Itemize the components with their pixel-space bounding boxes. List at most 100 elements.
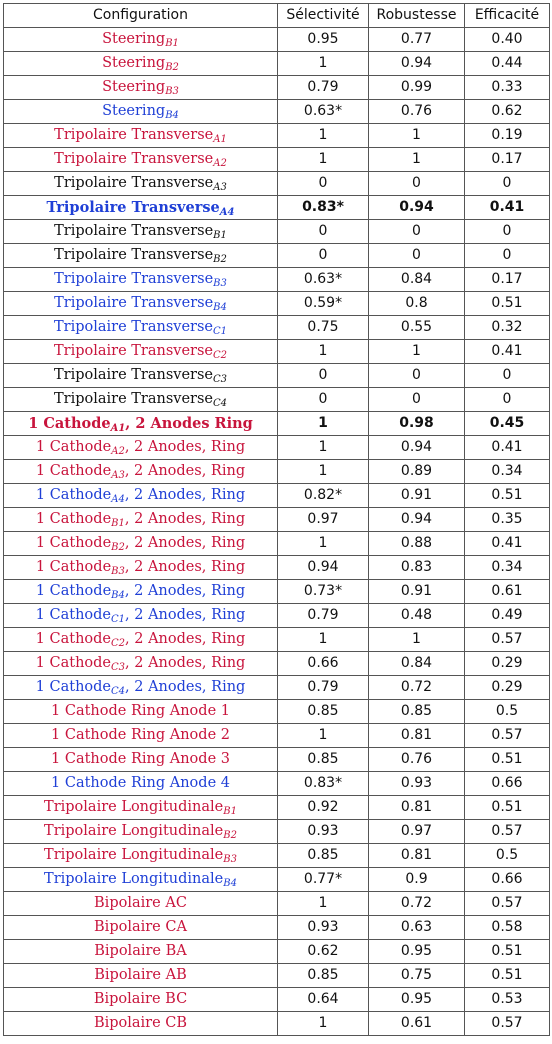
selectivite-cell: 1	[277, 723, 369, 748]
configuration-name: Bipolaire CA	[94, 919, 187, 935]
configuration-name: 1 Cathode	[35, 487, 112, 503]
configuration-subscript: A2	[111, 446, 125, 457]
configuration-suffix: , 2 Anodes, Ring	[125, 631, 246, 647]
table-row: SteeringB2 1 0.94 0.44	[3, 51, 550, 76]
selectivite-cell: 0.95	[277, 27, 369, 52]
configuration-suffix: , 2 Anodes, Ring	[124, 559, 246, 575]
efficacite-cell: 0.66	[464, 867, 550, 892]
table-row: Tripolaire TransverseA4 0.83* 0.94 0.41	[3, 195, 550, 220]
configuration-subscript: A4	[111, 494, 125, 505]
configuration-name: 1 Cathode Ring Anode 1	[51, 703, 230, 719]
robustesse-cell: 0.72	[368, 675, 465, 700]
table-row: Bipolaire AB 0.85 0.75 0.51	[3, 963, 550, 988]
configuration-name: Tripolaire Transverse	[54, 271, 214, 287]
selectivite-cell: 0.85	[277, 747, 369, 772]
efficacite-cell: 0.5	[464, 699, 550, 724]
table-row: Tripolaire TransverseC2 1 1 0.41	[3, 339, 550, 364]
selectivite-cell: 0.93	[277, 819, 369, 844]
configuration-subscript: B2	[165, 62, 179, 73]
configuration-name: Tripolaire Longitudinale	[44, 871, 224, 887]
robustesse-cell: 0.94	[368, 51, 465, 76]
efficacite-cell: 0.32	[464, 315, 550, 340]
configuration-cell: 1 CathodeB1, 2 Anodes, Ring	[3, 507, 278, 532]
robustesse-cell: 0.84	[368, 267, 465, 292]
configuration-name: 1 Cathode	[35, 511, 112, 527]
configuration-suffix: , 2 Anodes, Ring	[124, 439, 246, 455]
configuration-name: Tripolaire Transverse	[53, 391, 214, 407]
configuration-subscript: B4	[111, 590, 125, 601]
table-row: 1 CathodeC3, 2 Anodes, Ring 0.66 0.84 0.29	[3, 651, 550, 676]
configuration-cell: 1 CathodeC1, 2 Anodes, Ring	[3, 603, 278, 628]
efficacite-cell: 0.45	[464, 411, 550, 436]
configuration-suffix: , 2 Anodes, Ring	[125, 679, 246, 695]
robustesse-cell: 0	[368, 171, 465, 196]
configuration-suffix: , 2 Anodes, Ring	[124, 511, 246, 527]
configuration-cell: Tripolaire TransverseB4	[3, 291, 278, 316]
configuration-cell: Tripolaire LongitudinaleB3	[3, 843, 278, 868]
efficacite-cell: 0.35	[464, 507, 550, 532]
selectivite-cell: 0.75	[277, 315, 369, 340]
robustesse-cell: 0.94	[368, 507, 465, 532]
configuration-subscript: B3	[213, 278, 227, 289]
configuration-cell: 1 CathodeA1, 2 Anodes Ring	[3, 411, 278, 436]
efficacite-cell: 0.57	[464, 723, 550, 748]
robustesse-cell: 0.88	[368, 531, 465, 556]
configuration-cell: Tripolaire TransverseA1	[3, 123, 278, 148]
configuration-cell: Tripolaire TransverseB3	[3, 267, 278, 292]
configuration-subscript: B2	[223, 830, 237, 841]
configuration-subscript: A2	[213, 158, 227, 169]
robustesse-cell: 0.75	[368, 963, 465, 988]
configuration-subscript: C4	[111, 686, 126, 697]
selectivite-cell: 0.79	[277, 603, 369, 628]
efficacite-cell: 0.49	[464, 603, 550, 628]
efficacite-cell: 0.41	[464, 339, 550, 364]
robustesse-cell: 1	[368, 627, 465, 652]
selectivite-cell: 0.63*	[277, 99, 369, 124]
efficacite-cell: 0.29	[464, 651, 550, 676]
robustesse-cell: 0.55	[368, 315, 465, 340]
configuration-name: Tripolaire Transverse	[53, 343, 214, 359]
selectivite-cell: 0	[277, 363, 369, 388]
efficacite-cell: 0.40	[464, 27, 550, 52]
table-row: Bipolaire AC 1 0.72 0.57	[3, 891, 550, 916]
robustesse-cell: 0.98	[368, 411, 465, 436]
selectivite-cell: 1	[277, 51, 369, 76]
configuration-subscript: A3	[111, 470, 125, 481]
table-row: 1 CathodeA1, 2 Anodes Ring 1 0.98 0.45	[3, 411, 550, 436]
selectivite-cell: 0	[277, 387, 369, 412]
configuration-cell: 1 CathodeC2, 2 Anodes, Ring	[3, 627, 278, 652]
robustesse-cell: 0.91	[368, 579, 465, 604]
configuration-subscript: B3	[165, 86, 179, 97]
table-row: 1 CathodeA2, 2 Anodes, Ring 1 0.94 0.41	[3, 435, 550, 460]
configuration-name: Tripolaire Transverse	[54, 247, 214, 263]
efficacite-cell: 0.51	[464, 483, 550, 508]
configuration-name: Bipolaire AC	[94, 895, 187, 911]
configuration-name: Bipolaire BC	[93, 991, 188, 1007]
robustesse-cell: 0.77	[368, 27, 465, 52]
configuration-name: Tripolaire Transverse	[54, 295, 214, 311]
efficacite-cell: 0	[464, 363, 550, 388]
table-row: 1 CathodeC1, 2 Anodes, Ring 0.79 0.48 0.49	[3, 603, 550, 628]
selectivite-cell: 0.63*	[277, 267, 369, 292]
results-table: Configuration Sélectivité Robustesse Eff…	[3, 3, 550, 1036]
configuration-cell: Tripolaire TransverseB1	[3, 219, 278, 244]
header-configuration: Configuration	[3, 3, 278, 28]
robustesse-cell: 0.97	[368, 819, 465, 844]
efficacite-cell: 0.62	[464, 99, 550, 124]
table-row: SteeringB1 0.95 0.77 0.40	[3, 27, 550, 52]
configuration-name: Tripolaire Longitudinale	[44, 847, 224, 863]
robustesse-cell: 1	[368, 147, 465, 172]
configuration-cell: Bipolaire AC	[3, 891, 278, 916]
selectivite-cell: 0.77*	[277, 867, 369, 892]
configuration-subscript: C1	[111, 614, 126, 625]
configuration-cell: 1 CathodeA3, 2 Anodes, Ring	[3, 459, 278, 484]
table-row: Tripolaire TransverseC4 0 0 0	[3, 387, 550, 412]
selectivite-cell: 1	[277, 123, 369, 148]
configuration-name: Tripolaire Longitudinale	[44, 823, 224, 839]
efficacite-cell: 0.33	[464, 75, 550, 100]
robustesse-cell: 0.83	[368, 555, 465, 580]
configuration-suffix: , 2 Anodes, Ring	[125, 607, 246, 623]
robustesse-cell: 1	[368, 123, 465, 148]
configuration-name: 1 Cathode Ring Anode 2	[51, 727, 230, 743]
configuration-subscript: B4	[165, 110, 179, 121]
